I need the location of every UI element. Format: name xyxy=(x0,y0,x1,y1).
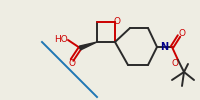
Text: HO: HO xyxy=(54,34,68,44)
Text: O: O xyxy=(68,58,76,68)
Text: O: O xyxy=(114,16,120,26)
Text: O: O xyxy=(179,30,186,38)
Text: N: N xyxy=(160,42,168,52)
Text: O: O xyxy=(172,58,179,68)
Polygon shape xyxy=(79,42,97,50)
